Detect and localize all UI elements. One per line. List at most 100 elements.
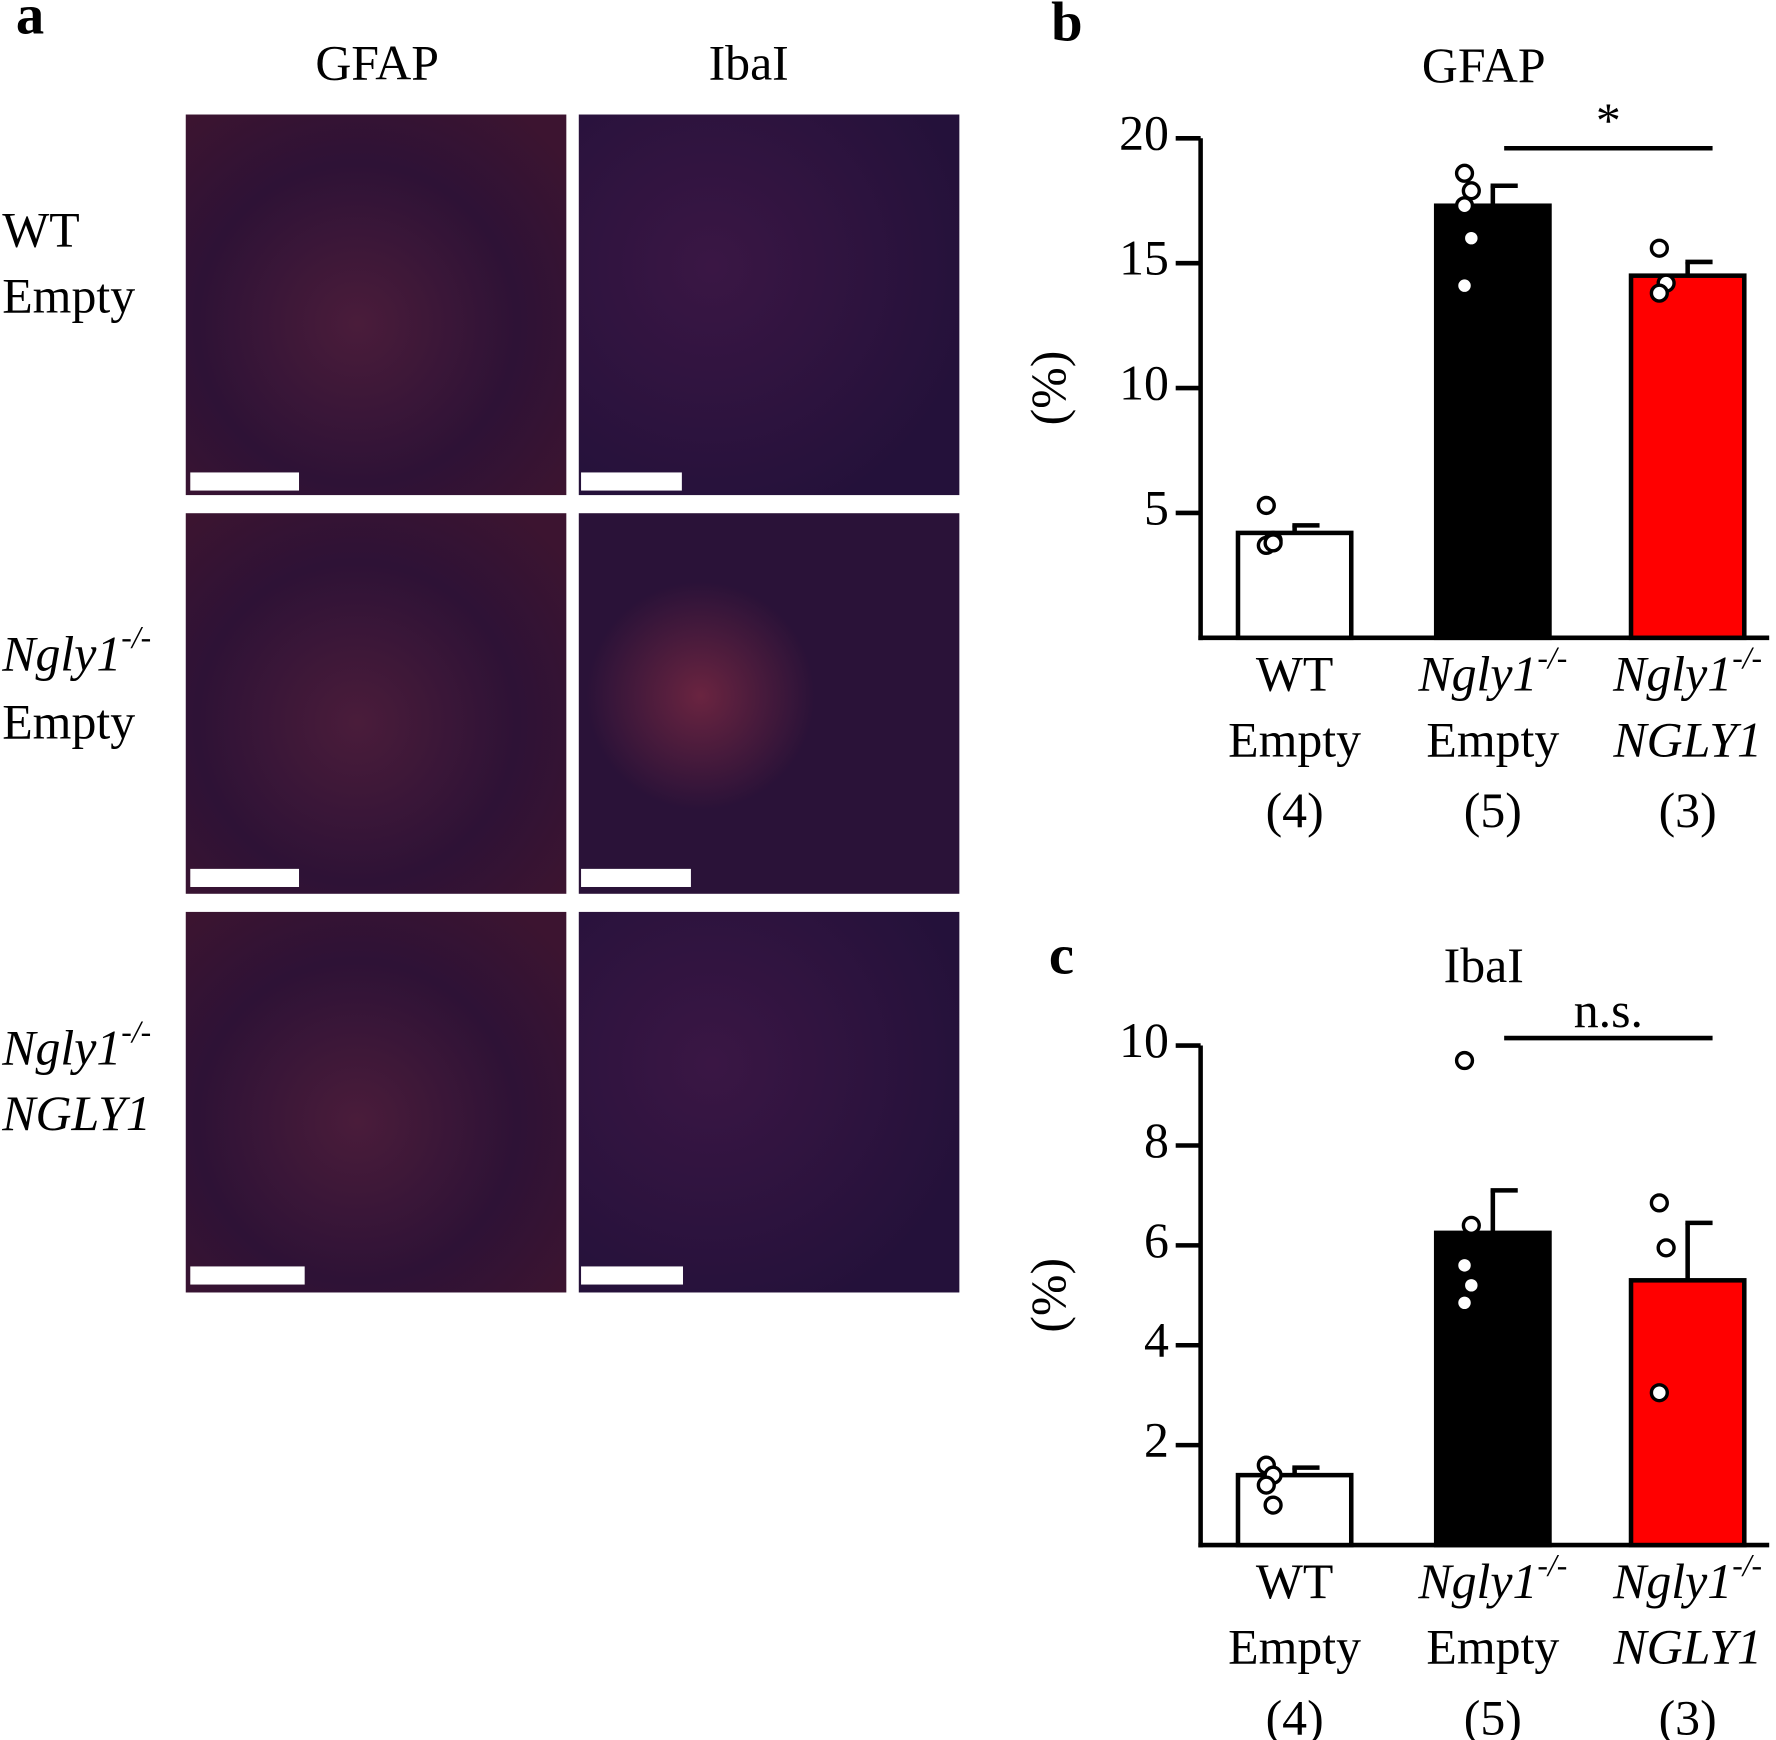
column-label: IbaI — [709, 36, 789, 91]
label-line: NGLY1 — [1, 1087, 151, 1142]
label-text: NGLY1 — [1612, 1620, 1762, 1675]
label-text: Ngly1 — [1, 1021, 121, 1076]
y-tick-label: 10 — [1119, 355, 1169, 410]
data-point — [1454, 1050, 1475, 1071]
label-text: Empty — [2, 269, 135, 324]
y-tick-label: 4 — [1144, 1313, 1169, 1368]
data-point — [1454, 163, 1475, 183]
data-point — [1649, 238, 1669, 258]
data-point — [1461, 1215, 1481, 1236]
scale-bar — [581, 1266, 683, 1285]
panel-label: a — [16, 0, 44, 47]
data-point — [1649, 1383, 1669, 1403]
label-text: Empty — [1426, 1620, 1559, 1675]
label-line: WT — [1256, 647, 1333, 702]
data-point — [1656, 1238, 1676, 1258]
data-point — [1263, 1495, 1283, 1515]
micrograph — [185, 114, 567, 496]
n-label: (4) — [1266, 783, 1324, 838]
bar — [1628, 1278, 1747, 1548]
data-point — [1454, 196, 1475, 216]
label-line: Empty — [2, 695, 135, 750]
label-text: Ngly1 — [1612, 1554, 1732, 1609]
significance-label: n.s. — [1574, 983, 1643, 1038]
label-superscript: -/- — [121, 1015, 151, 1050]
label-text: Empty — [1228, 713, 1361, 768]
label-line: WT — [2, 203, 79, 258]
label-line: NGLY1 — [1612, 713, 1762, 768]
n-label: (5) — [1464, 783, 1522, 838]
y-tick-label: 15 — [1119, 231, 1169, 286]
data-point — [1461, 1275, 1481, 1295]
label-line: Empty — [1228, 1620, 1361, 1675]
y-axis-label: (%) — [1021, 1258, 1076, 1333]
scale-bar — [190, 472, 300, 491]
label-text: NGLY1 — [1612, 713, 1762, 768]
label-line: Ngly1-/- — [1417, 641, 1567, 702]
label-text: Ngly1 — [1, 627, 121, 682]
label-line: Ngly1-/- — [1, 1015, 151, 1076]
label-text: Empty — [1426, 713, 1559, 768]
y-tick-label: 2 — [1144, 1413, 1169, 1468]
label-line: NGLY1 — [1612, 1620, 1762, 1675]
data-point — [1461, 181, 1481, 201]
column-label: GFAP — [315, 36, 439, 91]
scale-bar — [190, 868, 300, 887]
n-label: (3) — [1659, 783, 1717, 838]
y-tick-label: 10 — [1119, 1013, 1169, 1068]
y-tick-label: 6 — [1144, 1213, 1169, 1268]
label-text: NGLY1 — [1, 1087, 151, 1142]
label-line: Ngly1-/- — [1417, 1548, 1567, 1609]
n-label: (3) — [1659, 1690, 1717, 1740]
significance-label: * — [1596, 93, 1621, 148]
y-tick-label: 20 — [1119, 106, 1169, 161]
micrograph — [578, 114, 960, 496]
panel-label: c — [1049, 925, 1074, 987]
label-text: Empty — [1228, 1620, 1361, 1675]
label-text: WT — [1256, 1554, 1333, 1609]
scale-bar — [581, 472, 682, 491]
micrograph — [185, 911, 567, 1293]
label-line: WT — [1256, 1554, 1333, 1609]
micrographs — [185, 114, 960, 1293]
label-line: Ngly1-/- — [1, 620, 151, 681]
label-text: Ngly1 — [1612, 647, 1732, 702]
y-tick-label: 5 — [1144, 480, 1169, 535]
data-point — [1256, 495, 1276, 516]
label-line: Empty — [1228, 713, 1361, 768]
label-text: WT — [2, 203, 79, 258]
micrograph — [185, 513, 567, 894]
label-text: Ngly1 — [1417, 1554, 1537, 1609]
label-line: Ngly1-/- — [1612, 641, 1762, 702]
label-superscript: -/- — [1732, 1548, 1762, 1583]
bar — [1235, 530, 1354, 641]
bar — [1433, 203, 1552, 641]
data-point — [1649, 1193, 1669, 1213]
micrograph — [578, 911, 960, 1293]
scale-bar — [581, 868, 691, 887]
label-superscript: -/- — [1537, 1548, 1567, 1583]
data-point — [1649, 283, 1669, 303]
data-point — [1454, 276, 1475, 296]
label-text: WT — [1256, 647, 1333, 702]
data-point — [1263, 533, 1283, 553]
data-point — [1454, 1293, 1475, 1313]
label-superscript: -/- — [121, 620, 151, 655]
label-text: Ngly1 — [1417, 647, 1537, 702]
y-axis-label: (%) — [1021, 351, 1076, 426]
label-superscript: -/- — [1537, 641, 1567, 676]
label-line: Empty — [1426, 1620, 1559, 1675]
data-point — [1461, 228, 1481, 248]
panel-label: b — [1051, 0, 1083, 53]
bar — [1235, 1472, 1354, 1548]
label-line: Ngly1-/- — [1612, 1548, 1762, 1609]
chart-title: IbaI — [1444, 938, 1524, 993]
label-line: Empty — [1426, 713, 1559, 768]
chart-title: GFAP — [1422, 38, 1546, 93]
data-point — [1454, 1255, 1475, 1275]
bar — [1628, 273, 1747, 641]
micrograph — [578, 513, 960, 894]
bar — [1433, 1230, 1552, 1548]
